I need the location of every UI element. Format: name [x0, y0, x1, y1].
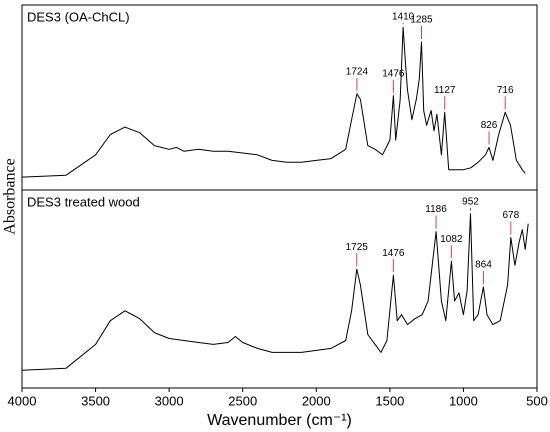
annotation-label: 1186: [425, 204, 447, 215]
annotation-label: 1724: [346, 66, 369, 77]
annotation-label: 1476: [382, 68, 405, 79]
panel-frame: [21, 4, 538, 191]
x-axis-label: Wavenumber (cm⁻¹): [207, 412, 352, 429]
annotation-label: 1082: [440, 234, 463, 245]
annotation-label: 826: [481, 120, 498, 131]
annotation-label: 1127: [434, 85, 456, 96]
x-tick-label: 4000: [8, 393, 37, 408]
x-tick-label: 2000: [302, 393, 331, 408]
x-tick-label: 500: [526, 393, 548, 408]
annotation-label: 1410: [392, 12, 415, 23]
annotation-label: 678: [502, 210, 519, 221]
annotation-label: 952: [462, 197, 479, 208]
x-tick-label: 3000: [155, 393, 184, 408]
y-axis-label: Absorbance: [2, 158, 19, 234]
annotation-label: 1476: [382, 248, 405, 259]
x-tick-label: 1000: [449, 393, 478, 408]
x-tick-label: 2500: [228, 393, 257, 408]
panel-title: DES3 treated wood: [27, 194, 140, 209]
annotation-label: 1285: [410, 15, 433, 26]
spectrum-line: [21, 213, 529, 371]
annotation-label: 716: [497, 85, 514, 96]
x-tick-label: 1500: [375, 393, 404, 408]
annotation-label: 864: [475, 260, 492, 271]
annotation-label: 1725: [346, 242, 369, 253]
x-tick-label: 3500: [81, 393, 110, 408]
spectrum-line: [21, 26, 526, 178]
panel-title: DES3 (OA-ChCL): [27, 9, 130, 24]
panel-frame: [21, 189, 538, 389]
